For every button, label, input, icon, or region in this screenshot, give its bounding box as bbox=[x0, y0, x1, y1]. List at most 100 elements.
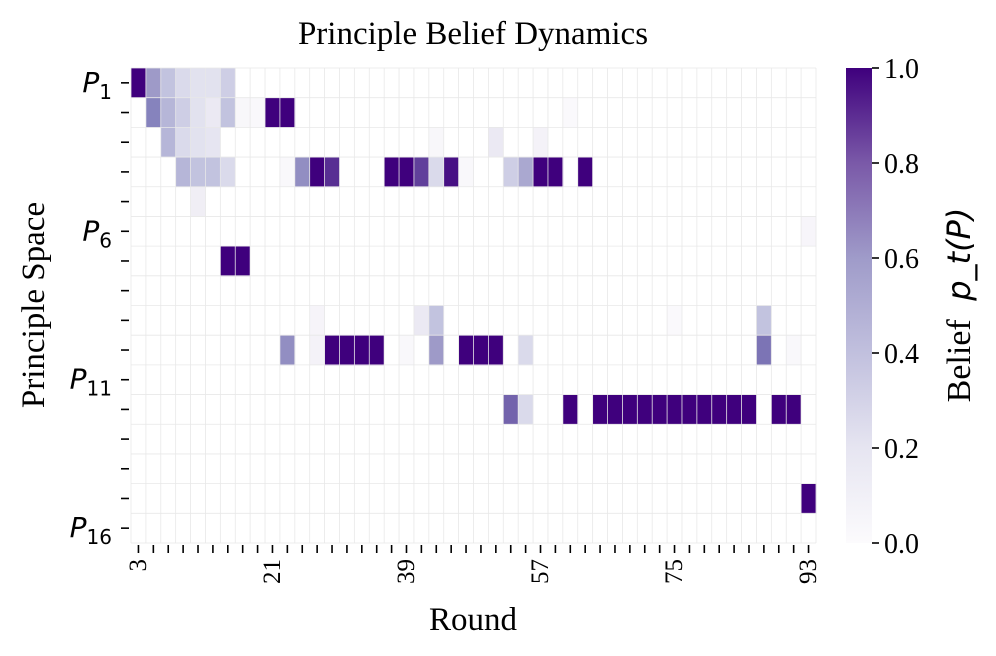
heatmap-cell bbox=[324, 157, 340, 188]
y-tick-label-sub: 11 bbox=[87, 377, 112, 401]
x-axis-label: Round bbox=[429, 602, 518, 638]
heatmap-cell bbox=[205, 127, 221, 158]
heatmap-cell bbox=[458, 157, 474, 188]
y-axis-label: Principle Space bbox=[16, 202, 52, 408]
y-tick-label: P16 bbox=[70, 511, 112, 549]
heatmap-cell bbox=[711, 394, 727, 425]
heatmap-cell bbox=[399, 335, 415, 366]
heatmap-cell bbox=[175, 97, 191, 128]
y-tick-label-base: P bbox=[82, 66, 99, 99]
colorbar-label-math: p_t(P) bbox=[940, 208, 978, 302]
heatmap-cell bbox=[369, 335, 385, 366]
heatmap-cell bbox=[220, 157, 236, 188]
heatmap-cell bbox=[190, 68, 206, 98]
heatmap-cell bbox=[428, 157, 445, 188]
heatmap-cell bbox=[518, 335, 534, 366]
colorbar-label-text: Belief bbox=[941, 319, 978, 403]
heatmap-cell bbox=[160, 127, 176, 158]
heatmap-cell bbox=[413, 157, 430, 188]
colorbar-tick-label: 0.6 bbox=[884, 244, 919, 275]
y-tick-label: P11 bbox=[70, 363, 112, 401]
heatmap-cell bbox=[533, 157, 549, 188]
heatmap-cell bbox=[622, 394, 638, 425]
x-axis: 3 21 39 57 75 93 bbox=[125, 545, 822, 584]
y-tick-label-sub: 16 bbox=[87, 525, 112, 549]
colorbar-tick-label: 1.0 bbox=[884, 54, 919, 85]
heatmap-cell bbox=[652, 394, 668, 425]
heatmap-cell bbox=[488, 335, 504, 366]
y-tick-label-base: P bbox=[82, 214, 99, 247]
heatmap-cell bbox=[175, 127, 191, 158]
heatmap-cells bbox=[131, 68, 817, 514]
heatmap-cell bbox=[190, 97, 206, 128]
heatmap-cell bbox=[547, 157, 564, 188]
heatmap-cell bbox=[279, 335, 296, 366]
heatmap-cell bbox=[637, 394, 653, 425]
heatmap-cell bbox=[667, 305, 683, 336]
heatmap-cell bbox=[562, 394, 579, 425]
heatmap-cell bbox=[265, 97, 281, 128]
heatmap-cell bbox=[250, 97, 266, 128]
heatmap-cell bbox=[473, 335, 489, 366]
heatmap-cell bbox=[309, 305, 325, 336]
heatmap-cell bbox=[294, 157, 310, 188]
heatmap-cell bbox=[220, 246, 236, 277]
heatmap-cell bbox=[160, 97, 176, 128]
heatmap-cell bbox=[577, 157, 593, 188]
heatmap-cell bbox=[756, 335, 772, 366]
heatmap-cell bbox=[220, 68, 236, 98]
y-tick-label: P6 bbox=[82, 214, 112, 252]
heatmap-cell bbox=[413, 305, 430, 336]
heatmap-cell bbox=[131, 68, 147, 98]
heatmap-cell bbox=[458, 335, 474, 366]
heatmap-cell bbox=[205, 157, 221, 188]
colorbar: 0.0 0.2 0.4 0.6 0.8 1.0 Belief p_t(P) bbox=[846, 54, 978, 560]
heatmap-cell bbox=[205, 68, 221, 98]
x-tick-label: 75 bbox=[661, 559, 688, 584]
heatmap-cell bbox=[801, 483, 817, 514]
heatmap-cell bbox=[190, 127, 206, 158]
heatmap-cell bbox=[533, 127, 549, 158]
colorbar-tick-label: 0.0 bbox=[884, 529, 919, 560]
heatmap-cell bbox=[190, 157, 206, 188]
heatmap-cell bbox=[279, 157, 296, 188]
heatmap-grid bbox=[130, 67, 817, 544]
heatmap-cell bbox=[145, 68, 162, 98]
heatmap-cell bbox=[145, 97, 162, 128]
colorbar-tick-label: 0.2 bbox=[884, 434, 919, 465]
heatmap-cell bbox=[324, 335, 340, 366]
heatmap-cell bbox=[562, 97, 579, 128]
heatmap-cell bbox=[309, 335, 325, 366]
heatmap-cell bbox=[160, 68, 176, 98]
heatmap-cell bbox=[443, 157, 459, 188]
heatmap-cell bbox=[339, 335, 355, 366]
colorbar-tick-label: 0.4 bbox=[884, 339, 919, 370]
chart-title: Principle Belief Dynamics bbox=[298, 16, 648, 52]
heatmap-cell bbox=[681, 394, 698, 425]
heatmap-cell bbox=[428, 305, 445, 336]
heatmap-cell bbox=[518, 394, 534, 425]
y-tick-label-base: P bbox=[70, 363, 87, 396]
heatmap-cell bbox=[786, 335, 802, 366]
heatmap-cell bbox=[771, 394, 787, 425]
heatmap-cell bbox=[726, 394, 742, 425]
x-tick-label: 3 bbox=[125, 559, 152, 572]
heatmap-cell bbox=[399, 157, 415, 188]
heatmap-cell bbox=[428, 127, 445, 158]
heatmap-cell bbox=[354, 335, 370, 366]
heatmap-cell bbox=[667, 394, 683, 425]
heatmap-cell bbox=[607, 394, 623, 425]
heatmap-cell bbox=[741, 394, 757, 425]
heatmap-cell bbox=[503, 157, 519, 188]
heatmap-cell bbox=[756, 305, 772, 336]
colorbar-gradient bbox=[846, 68, 872, 543]
heatmap-cell bbox=[205, 97, 221, 128]
heatmap-cell bbox=[592, 394, 608, 425]
y-tick-label: P1 bbox=[82, 66, 112, 104]
heatmap-cell bbox=[518, 157, 534, 188]
heatmap-cell bbox=[696, 394, 713, 425]
heatmap-cell bbox=[309, 157, 325, 188]
heatmap-cell bbox=[175, 157, 191, 188]
